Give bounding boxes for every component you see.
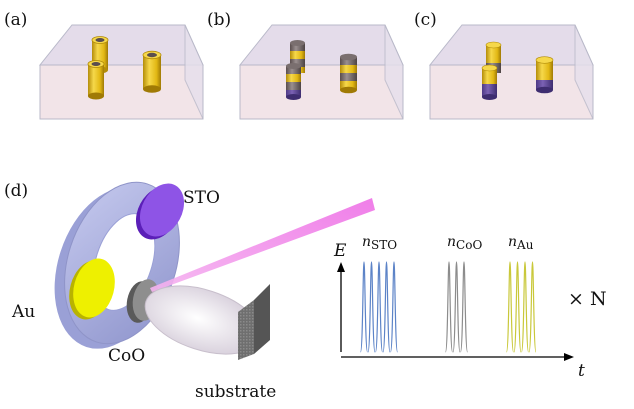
au-label: Au <box>11 302 35 322</box>
repeat-label: × N <box>568 288 607 310</box>
laser-beam <box>150 198 375 292</box>
nanopillar-a3 <box>142 50 162 93</box>
pulse-coo-1 <box>444 261 454 353</box>
pulse-group-label-coo: nCoO <box>447 234 482 252</box>
panel-d-label: (d) <box>4 181 28 201</box>
block-a <box>38 24 204 120</box>
nanopillar-c3 <box>535 56 554 94</box>
pulse-sto-3 <box>374 261 384 353</box>
pulse-group-label-sto: nSTO <box>362 234 397 252</box>
pulse-sto-2 <box>367 261 376 353</box>
nanopillar-a2 <box>87 60 105 100</box>
pulse-coo-2 <box>452 261 461 353</box>
pulse-sto-5 <box>389 261 399 353</box>
pulse-au-2 <box>513 261 522 353</box>
panel-c-label: (c) <box>414 10 437 30</box>
panel-c: (c) <box>414 10 594 120</box>
panel-b-label: (b) <box>207 10 231 30</box>
sto-label: STO <box>183 188 220 208</box>
pulse-sto-1 <box>359 261 369 353</box>
panel-b: (b) <box>207 10 404 120</box>
substrate-label: substrate <box>195 382 276 402</box>
coo-label: CoO <box>108 346 145 366</box>
panel-d: (d) STO Au CoO <box>4 181 607 402</box>
nanopillar-b2 <box>286 63 301 100</box>
block-b <box>238 24 404 120</box>
nanopillar-c2 <box>481 64 498 100</box>
pulse-au-4 <box>528 261 537 353</box>
block-c <box>428 24 594 120</box>
pulse-group-sto: nSTO <box>359 234 399 353</box>
y-axis-arrow <box>337 262 345 272</box>
au-target <box>69 258 115 320</box>
sto-target <box>135 183 185 240</box>
pulse-group-coo: nCoO <box>444 234 482 353</box>
nanopillar-b3 <box>340 53 357 94</box>
pulse-au-3 <box>520 261 530 353</box>
substrate <box>238 284 270 360</box>
pulse-sequence-plot: E t × N nSTO nCoO nAu <box>333 234 607 381</box>
x-axis-label: t <box>578 361 585 381</box>
pulse-group-au: nAu <box>505 234 537 353</box>
panel-a: (a) <box>4 10 204 120</box>
pulse-au-1 <box>505 261 515 353</box>
pulse-coo-3 <box>459 261 469 353</box>
x-axis-arrow <box>564 353 574 361</box>
pulse-group-label-au: nAu <box>508 234 534 252</box>
y-axis-label: E <box>333 241 347 261</box>
pulse-sto-4 <box>382 261 391 353</box>
panel-a-label: (a) <box>4 10 27 30</box>
